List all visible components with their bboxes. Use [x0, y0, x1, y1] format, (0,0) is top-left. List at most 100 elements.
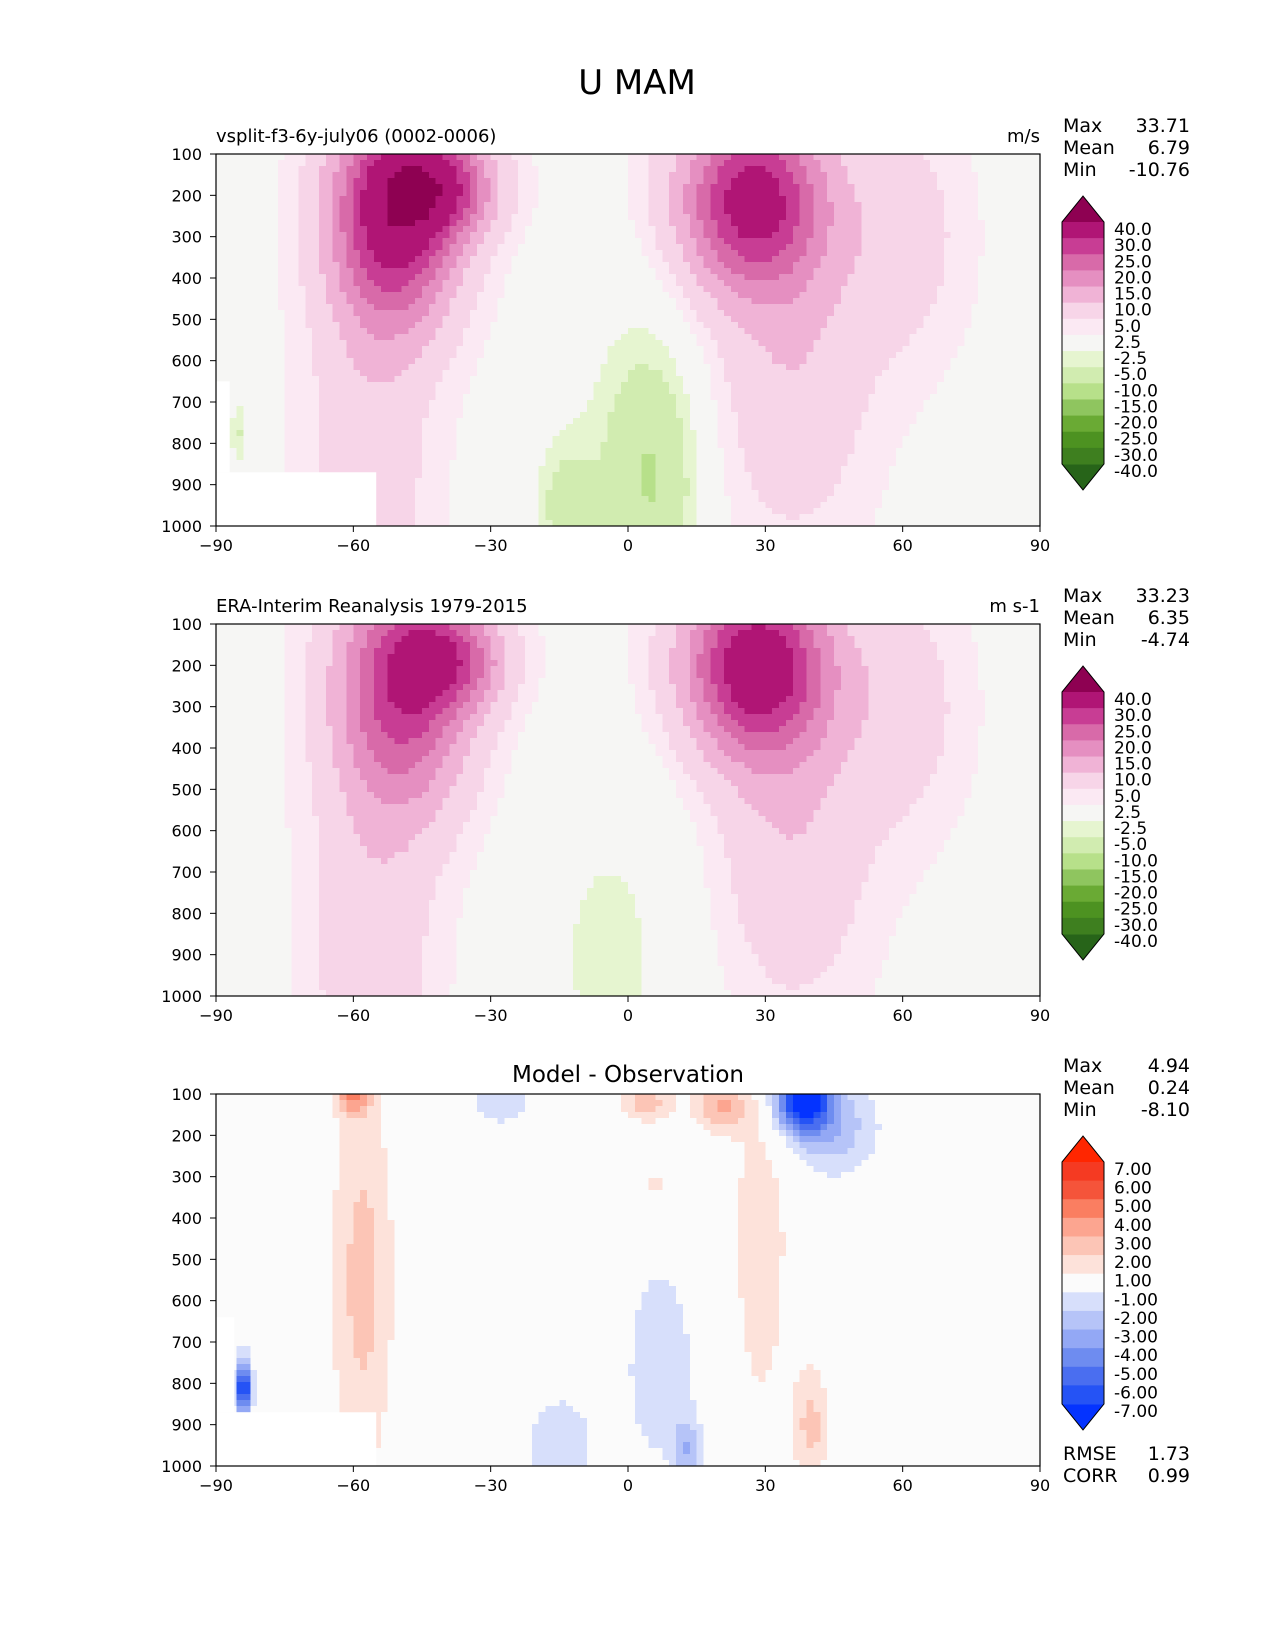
colorbar-label: -2.5 — [1114, 349, 1147, 369]
colorbar-label: 6.00 — [1114, 1179, 1152, 1199]
x-tick-label: −60 — [336, 1006, 370, 1025]
x-tick-label: −30 — [474, 1006, 508, 1025]
x-tick-label: 90 — [1030, 536, 1050, 555]
colorbar-label: -25.0 — [1114, 900, 1158, 920]
colorbar: -7.00-6.00-5.00-4.00-3.00-2.00-1.001.002… — [1061, 1135, 1158, 1431]
colorbar-extend-min — [1062, 1404, 1104, 1430]
colorbar-segment — [1062, 917, 1104, 935]
colorbar-label: 25.0 — [1114, 252, 1152, 272]
colorbar-label: 5.00 — [1114, 1197, 1152, 1217]
y-tick-label: 700 — [171, 863, 202, 882]
colorbar-label: -10.0 — [1114, 381, 1158, 401]
x-tick-label: 30 — [755, 536, 775, 555]
colorbar-segment — [1062, 415, 1104, 433]
x-tick-label: 30 — [755, 1476, 775, 1495]
y-tick-label: 800 — [171, 904, 202, 923]
colorbar-segment — [1062, 383, 1104, 400]
stat-value: -4.74 — [1141, 629, 1190, 651]
y-tick-label: 300 — [171, 1168, 202, 1187]
colorbar-extend-max — [1062, 666, 1104, 692]
colorbar-segment — [1062, 1366, 1104, 1386]
colorbar-label: -2.5 — [1114, 819, 1147, 839]
colorbar: -40.0-30.0-25.0-20.0-15.0-10.0-5.0-2.52.… — [1061, 195, 1158, 491]
stat-label: Max — [1063, 585, 1102, 607]
colorbar-label: 40.0 — [1114, 690, 1152, 710]
x-tick-label: −60 — [336, 1476, 370, 1495]
colorbar-segment — [1062, 1310, 1104, 1331]
colorbar-label: -15.0 — [1114, 867, 1158, 887]
stat-value: 4.94 — [1148, 1055, 1190, 1077]
colorbar-label: 15.0 — [1114, 285, 1152, 305]
colorbar-segment — [1062, 724, 1104, 741]
y-tick-label: 500 — [171, 310, 202, 329]
x-tick-label: 0 — [623, 1006, 633, 1025]
panel-subtitle-left: vsplit-f3-6y-july06 (0002-0006) — [216, 126, 496, 147]
colorbar-segment — [1062, 1162, 1104, 1182]
x-tick-label: 0 — [623, 1476, 633, 1495]
y-tick-label: 400 — [171, 739, 202, 758]
y-tick-label: 800 — [171, 434, 202, 453]
x-tick-label: −30 — [474, 536, 508, 555]
colorbar-segment — [1062, 1273, 1104, 1293]
colorbar-extend-max — [1062, 196, 1104, 222]
colorbar-label: -10.0 — [1114, 851, 1158, 871]
y-tick-label: 1000 — [161, 517, 202, 536]
colorbar-label: 7.00 — [1114, 1160, 1152, 1180]
colorbar-label: -1.00 — [1114, 1290, 1158, 1310]
figure-title: U MAM — [578, 63, 696, 103]
colorbar-segment — [1062, 788, 1104, 806]
colorbar-segment — [1062, 399, 1104, 417]
colorbar-segment — [1062, 804, 1104, 822]
y-tick-label: 600 — [171, 352, 202, 371]
colorbar-label: 2.00 — [1114, 1253, 1152, 1273]
colorbar-segment — [1062, 740, 1104, 758]
colorbar: -40.0-30.0-25.0-20.0-15.0-10.0-5.0-2.52.… — [1061, 665, 1158, 961]
y-tick-label: 100 — [171, 615, 202, 634]
y-tick-label: 700 — [171, 393, 202, 412]
colorbar-label: 40.0 — [1114, 220, 1152, 240]
x-tick-label: 90 — [1030, 1476, 1050, 1495]
colorbar-label: 30.0 — [1114, 706, 1152, 726]
stat-value: -8.10 — [1141, 1099, 1190, 1121]
colorbar-segment — [1062, 1348, 1104, 1368]
colorbar-segment — [1062, 756, 1104, 774]
y-tick-label: 400 — [171, 269, 202, 288]
y-tick-label: 100 — [171, 1085, 202, 1104]
y-tick-label: 700 — [171, 1333, 202, 1352]
x-tick-label: −90 — [199, 1476, 233, 1495]
colorbar-segment — [1062, 351, 1104, 368]
colorbar-label: 25.0 — [1114, 722, 1152, 742]
y-tick-label: 200 — [171, 1126, 202, 1145]
colorbar-label: -5.0 — [1114, 365, 1147, 385]
missing-data-mask — [216, 472, 377, 526]
colorbar-label: -40.0 — [1114, 932, 1158, 952]
x-tick-label: 60 — [892, 536, 912, 555]
y-tick-label: 200 — [171, 656, 202, 675]
stat-value: 0.24 — [1148, 1077, 1190, 1099]
colorbar-segment — [1062, 772, 1104, 790]
stat-value: -10.76 — [1129, 159, 1190, 181]
panel-subtitle-left: ERA-Interim Reanalysis 1979-2015 — [216, 596, 528, 617]
colorbar-segment — [1062, 254, 1104, 271]
y-tick-label: 900 — [171, 476, 202, 495]
x-tick-label: 0 — [623, 536, 633, 555]
colorbar-label: 5.0 — [1114, 317, 1141, 337]
stat-value: 6.35 — [1148, 607, 1190, 629]
colorbar-segment — [1062, 1385, 1104, 1405]
colorbar-segment — [1062, 270, 1104, 288]
colorbar-label: 20.0 — [1114, 268, 1152, 288]
y-tick-label: 200 — [171, 186, 202, 205]
colorbar-label: -7.00 — [1114, 1402, 1158, 1422]
colorbar-segment — [1062, 238, 1104, 255]
colorbar-segment — [1062, 447, 1104, 465]
colorbar-segment — [1062, 302, 1104, 320]
y-tick-label: 900 — [171, 1416, 202, 1435]
footer-stat-label: RMSE — [1063, 1443, 1117, 1465]
y-tick-label: 1000 — [161, 987, 202, 1006]
panel-units: m s-1 — [989, 596, 1040, 617]
colorbar-segment — [1062, 901, 1104, 919]
y-tick-label: 300 — [171, 698, 202, 717]
colorbar-label: -30.0 — [1114, 916, 1158, 936]
